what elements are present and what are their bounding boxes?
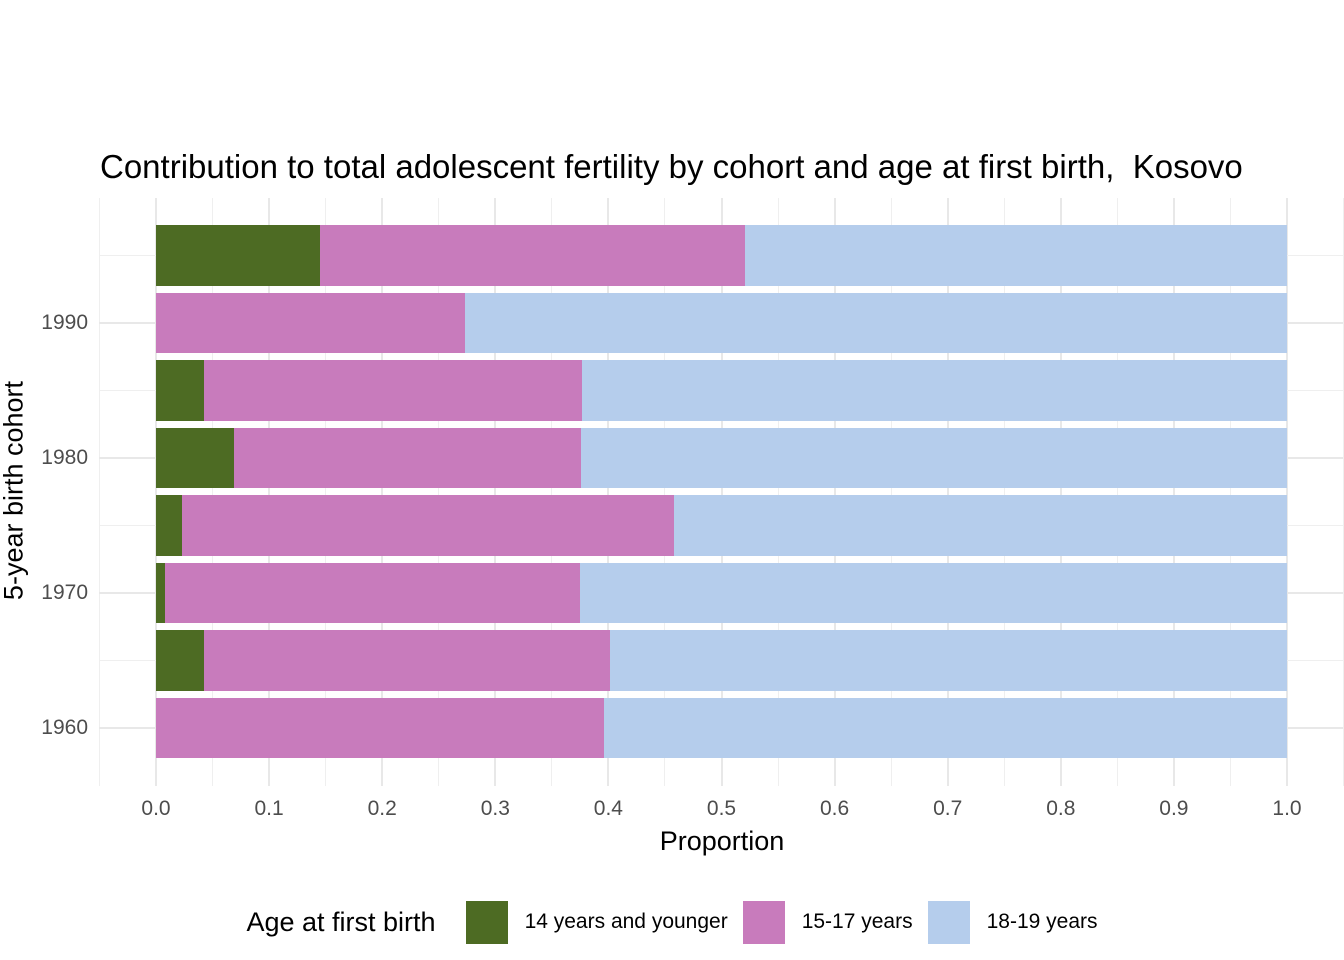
x-axis-tick-label: 0.3 [480,797,510,820]
legend-item-label: 15-17 years [801,910,913,933]
x-axis-tick-label: 1.0 [1272,797,1302,820]
legend-item-label: 14 years and younger [524,910,728,933]
bar-segment [156,630,204,691]
bar-segment [580,562,1287,624]
y-axis-tick-label: 1980 [41,445,88,469]
gridline-vertical [155,198,157,786]
bar-segment [319,225,746,286]
legend-item-label: 18-19 years [986,910,1098,933]
bar-segment [603,697,1287,759]
x-axis-title: Proportion [659,826,785,856]
legend-swatch [927,900,970,944]
gridline-vertical [1003,198,1005,786]
gridline-vertical [607,198,610,786]
gridline-vertical [720,198,723,786]
legend: Age at first birth 14 years and younger 1… [0,898,1344,946]
x-axis-tick-label: 0.4 [593,797,623,820]
gridline-vertical [98,198,100,786]
gridline-vertical [777,198,779,786]
plot-panel [98,198,1344,786]
bar-segment [156,495,182,556]
bar-segment [182,495,674,556]
bar-segment [165,562,581,624]
bar-segment [156,697,604,759]
chart-title: Contribution to total adolescent fertili… [100,148,1243,185]
bar-segment [156,360,204,421]
x-axis-tick-label: 0.1 [254,797,284,820]
gridline-vertical [1059,198,1062,786]
x-axis-tick-label: 0.9 [1159,797,1189,820]
gridline-vertical [212,198,214,786]
gridline-vertical [381,198,384,786]
legend-item: 18-19 years [927,900,1098,944]
x-axis-tick-label: 0.8 [1046,797,1076,820]
gridline-vertical [438,198,440,786]
y-axis-title: 5-year birth cohort [0,380,29,601]
legend-swatch [742,900,785,944]
bar-segment [464,292,1287,354]
gridline-vertical [268,198,271,786]
bar-segment [156,562,166,624]
legend-title: Age at first birth [246,906,436,937]
y-axis-tick-label: 1990 [41,310,88,334]
gridline-vertical [1286,198,1288,786]
gridline-vertical [1229,198,1231,786]
bar-segment [203,360,583,421]
bar-segment [582,360,1287,421]
legend-item: 15-17 years [742,900,913,944]
bar-segment [745,225,1287,286]
x-axis-tick-label: 0.6 [819,797,850,820]
gridline-vertical [551,198,553,786]
bar-segment [581,427,1287,489]
legend-item: 14 years and younger [465,900,728,944]
x-axis-tick-label: 0.2 [367,797,397,820]
gridline-vertical [1116,198,1118,786]
x-axis-tick-label: 0.7 [933,797,963,820]
y-axis-tick-label: 1960 [41,715,88,739]
bar-segment [156,292,465,354]
bar-segment [156,427,235,489]
gridline-vertical [890,198,892,786]
bar-segment [156,225,320,286]
bar-segment [203,630,610,691]
x-axis-tick-label: 0.0 [141,797,171,820]
gridline-vertical [325,198,327,786]
bar-segment [673,495,1287,556]
bar-segment [609,630,1287,691]
legend-swatch [465,900,508,944]
y-axis-tick-label: 1970 [41,580,88,604]
gridline-vertical [833,198,836,786]
x-axis-tick-label: 0.5 [706,797,737,820]
gridline-vertical [494,198,497,786]
gridline-vertical [946,198,949,786]
bar-segment [234,427,582,489]
gridline-vertical [664,198,666,786]
gridline-vertical [1172,198,1175,786]
